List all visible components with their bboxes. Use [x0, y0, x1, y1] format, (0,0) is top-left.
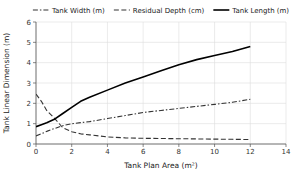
x-tick	[71, 144, 72, 147]
x-tick-label: 6	[141, 148, 146, 156]
legend-label: Residual Depth (cm)	[133, 7, 205, 15]
x-tick	[36, 144, 37, 147]
grid-line-y	[36, 83, 286, 84]
series-line	[36, 94, 250, 139]
legend-swatch	[114, 9, 130, 10]
y-tick	[33, 103, 36, 104]
legend-label: Tank Length (m)	[231, 7, 289, 15]
legend-swatch	[213, 9, 229, 11]
grid-line-y	[36, 103, 286, 104]
y-tick-label: 4	[27, 59, 32, 67]
y-axis-label: Tank Linear Dimension (m)	[2, 33, 11, 135]
x-tick-label: 0	[34, 148, 38, 156]
legend-label: Tank Width (m)	[51, 7, 105, 15]
x-tick	[250, 144, 251, 147]
legend-swatch	[33, 9, 49, 10]
x-tick	[107, 144, 108, 147]
x-tick	[286, 144, 287, 147]
x-tick	[143, 144, 144, 147]
y-tick-label: 5	[27, 39, 31, 47]
x-axis-label: Tank Plan Area (m²)	[123, 161, 198, 170]
lines	[36, 46, 250, 139]
x-tick-label: 14	[282, 148, 291, 156]
legend: Tank Width (m) Residual Depth (cm) Tank Le…	[33, 7, 289, 15]
x-tick-label: 10	[210, 148, 219, 156]
legend-item: Tank Width (m)	[33, 7, 105, 15]
y-tick-label: 1	[27, 120, 31, 128]
x-tick	[178, 144, 179, 147]
y-tick	[33, 62, 36, 63]
y-tick-label: 3	[27, 80, 31, 88]
y-tick	[33, 144, 36, 145]
axes: 024681012140123456	[27, 19, 291, 157]
x-tick-label: 4	[105, 148, 110, 156]
grid	[36, 22, 286, 144]
grid-line-y	[36, 62, 286, 63]
y-tick	[33, 83, 36, 84]
legend-item: Residual Depth (cm)	[114, 7, 205, 15]
y-tick-label: 2	[27, 100, 31, 108]
y-tick	[33, 42, 36, 43]
grid-line-y	[36, 144, 286, 145]
x-axis-line	[36, 144, 286, 145]
y-tick	[33, 22, 36, 23]
x-tick-label: 12	[246, 148, 255, 156]
legend-item: Tank Length (m)	[213, 7, 289, 15]
x-tick-label: 8	[177, 148, 181, 156]
grid-line-y	[36, 22, 286, 23]
y-tick-label: 6	[27, 19, 32, 27]
y-tick	[33, 123, 36, 124]
series-line	[36, 46, 250, 126]
x-tick-label: 2	[69, 148, 73, 156]
x-tick	[214, 144, 215, 147]
y-tick-label: 0	[27, 141, 31, 149]
grid-line-y	[36, 42, 286, 43]
chart: 024681012140123456Tank Plan Area (m²)Tan…	[0, 0, 295, 171]
